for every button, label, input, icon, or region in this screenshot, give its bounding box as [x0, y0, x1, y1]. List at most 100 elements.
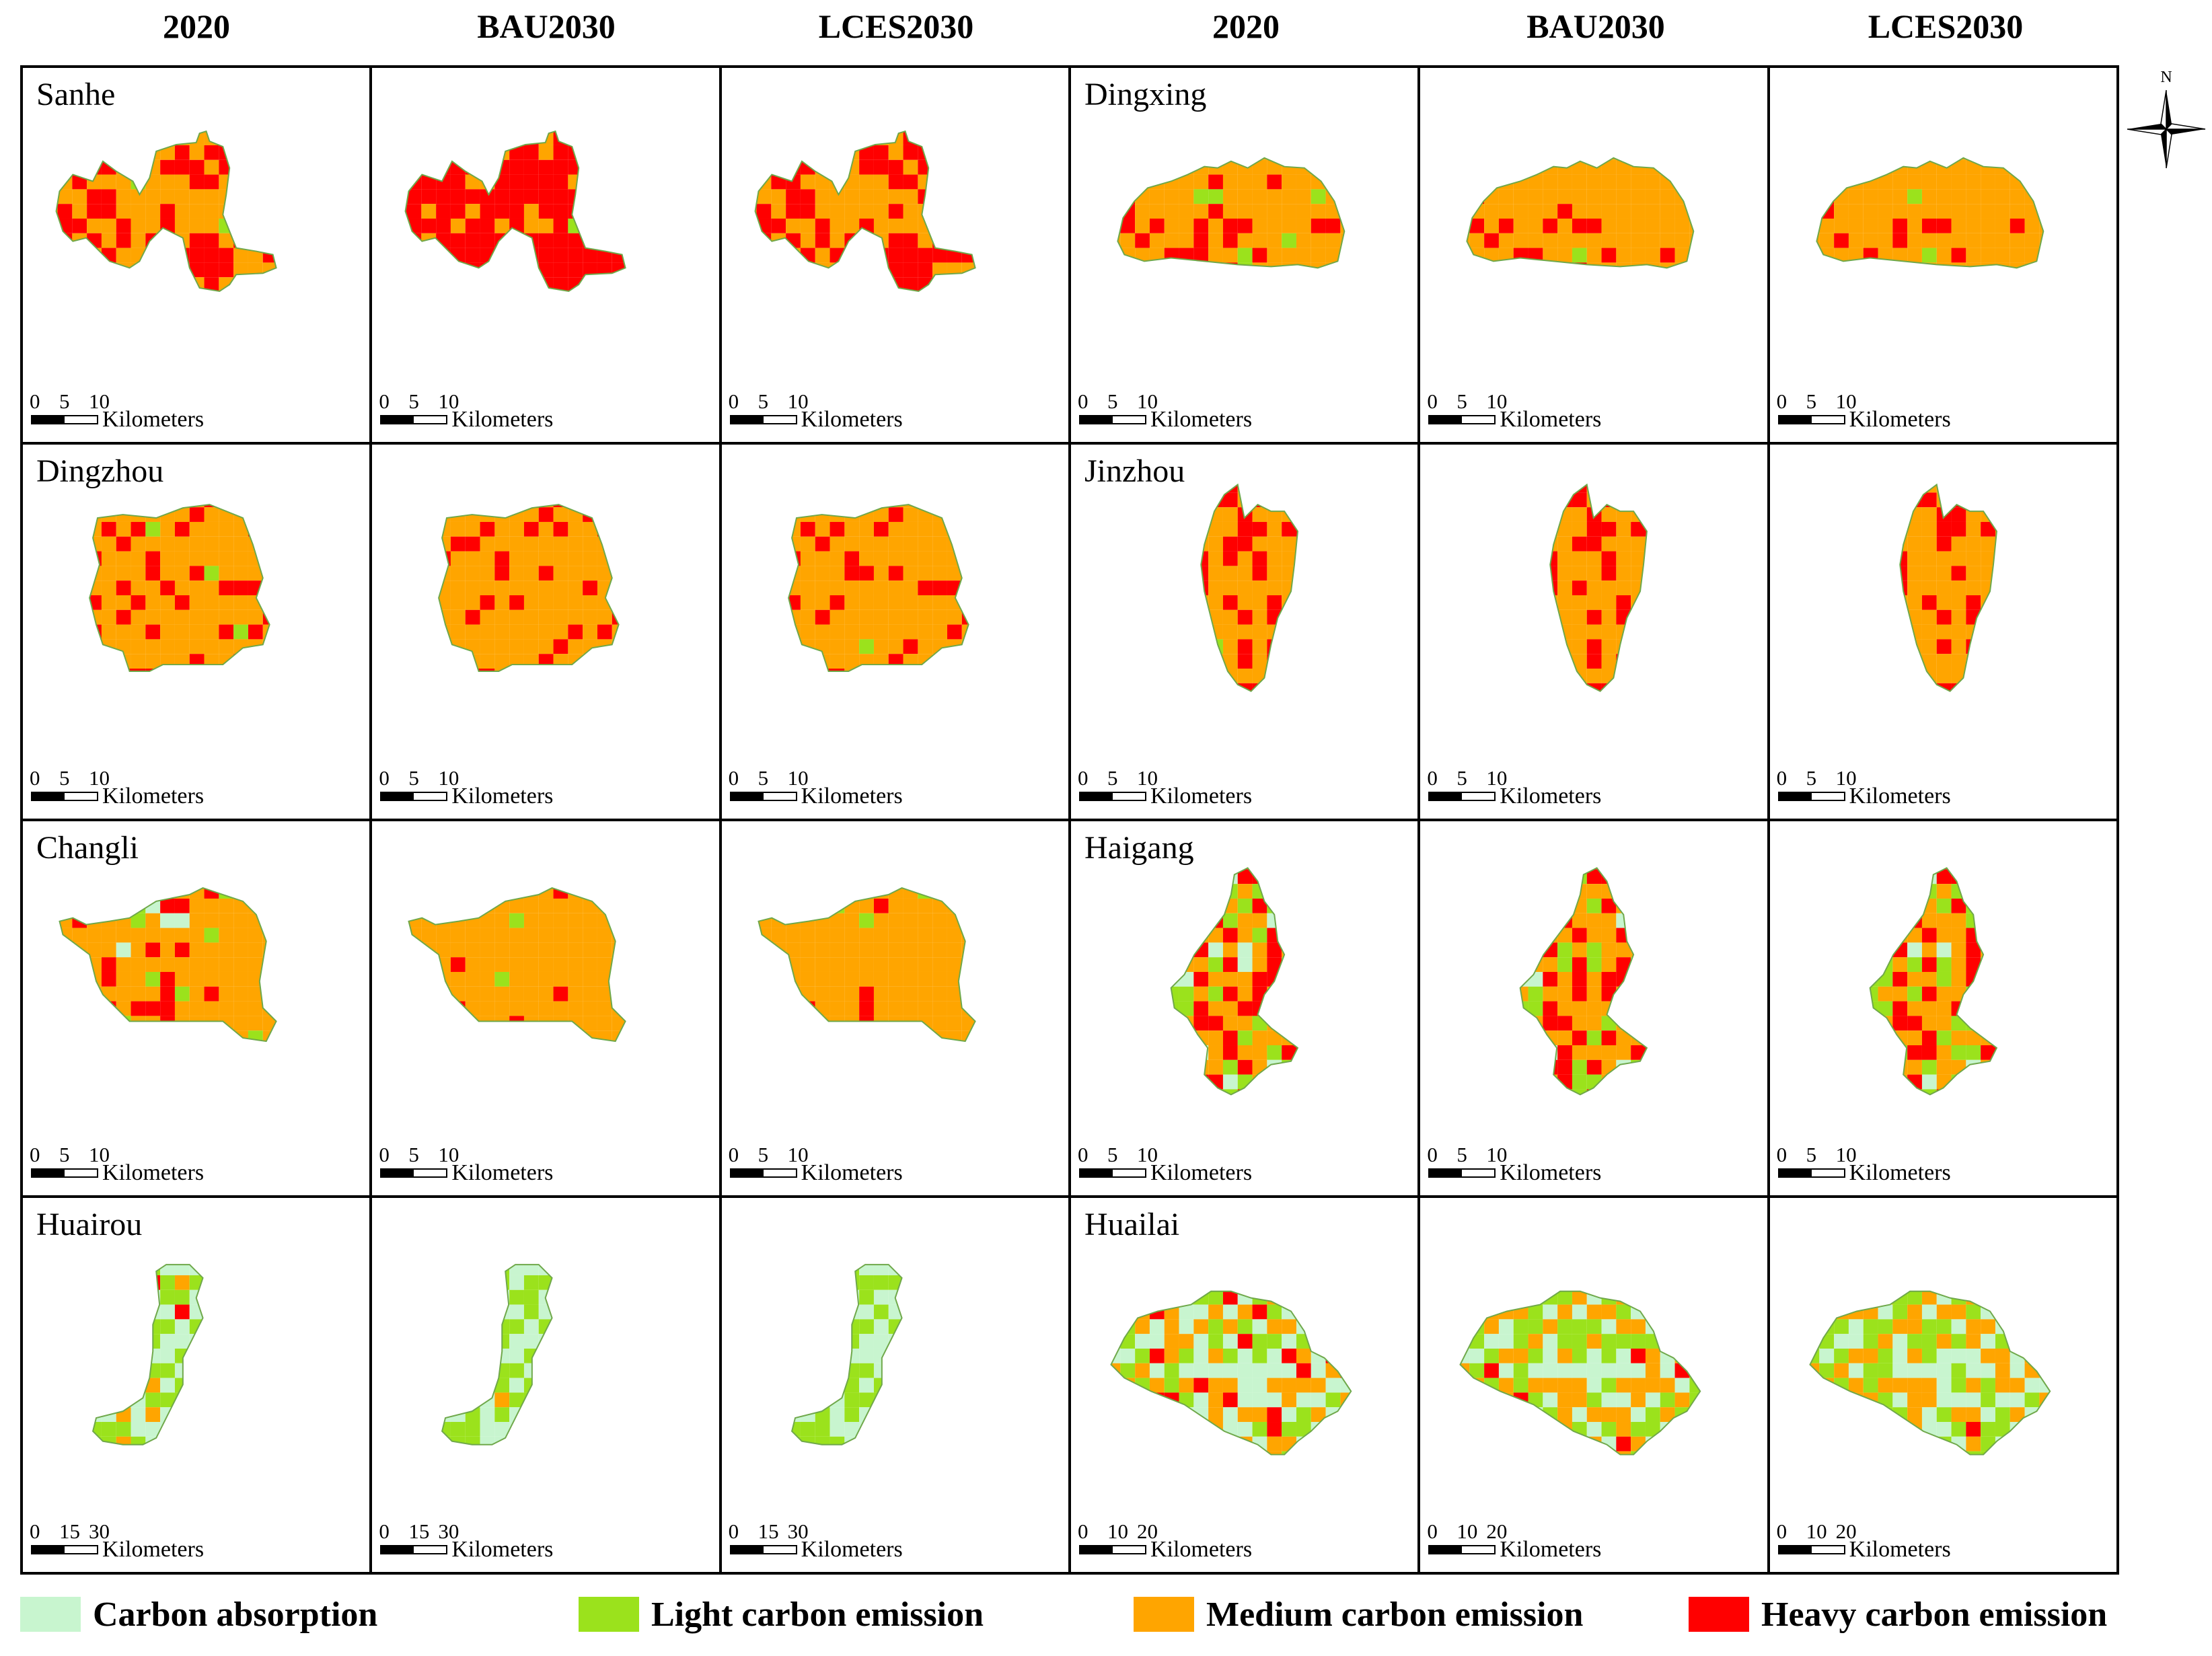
emission-cell: [1282, 669, 1296, 683]
emission-cell: [307, 566, 322, 580]
emission-cell: [466, 521, 480, 537]
emission-cell: [1296, 336, 1311, 350]
emission-cell: [43, 1002, 58, 1016]
emission-cell: [612, 159, 626, 175]
emission-cell: [494, 521, 510, 537]
emission-cell: [1091, 654, 1106, 669]
emission-cell: [116, 928, 131, 943]
emission-cell: [1936, 698, 1951, 713]
emission-cell: [1006, 204, 1021, 219]
emission-cell: [932, 336, 947, 350]
emission-cell: [43, 552, 58, 566]
emission-cell: [509, 159, 525, 175]
emission-cell: [657, 1060, 671, 1075]
emission-cell: [1179, 522, 1194, 537]
emission-cell: [657, 1104, 671, 1119]
emission-cell: [627, 336, 642, 350]
emission-cell: [1282, 698, 1296, 713]
emission-cell: [627, 1075, 642, 1090]
emission-cell: [1705, 712, 1720, 727]
emission-cell: [495, 350, 510, 365]
emission-cell: [830, 639, 845, 654]
emission-cell: [59, 971, 73, 987]
emission-cell: [903, 159, 918, 175]
emission-cell: [494, 580, 510, 595]
emission-cell: [1470, 654, 1485, 669]
emission-cell: [145, 566, 161, 581]
emission-cell: [554, 478, 568, 493]
emission-cell: [205, 1075, 219, 1090]
emission-cell: [1705, 610, 1720, 625]
emission-cell: [1587, 350, 1602, 365]
emission-cell: [466, 1060, 480, 1075]
emission-cell: [1179, 654, 1194, 669]
emission-cell: [554, 307, 568, 322]
emission-cell: [72, 1016, 87, 1031]
emission-cell: [524, 307, 539, 322]
emission-cell: [947, 189, 962, 204]
emission-cell: [87, 174, 102, 190]
emission-cell: [1572, 204, 1588, 219]
scale-tick: 5: [408, 766, 419, 790]
emission-cell: [1616, 507, 1631, 522]
emission-cell: [87, 1089, 102, 1104]
emission-cell: [918, 639, 932, 654]
emission-cell: [466, 336, 480, 350]
emission-cell: [1150, 522, 1165, 537]
emission-cell: [494, 189, 510, 204]
emission-cell: [248, 888, 263, 899]
emission-cell: [756, 174, 771, 190]
emission-cell: [888, 698, 903, 713]
emission-cell: [1222, 189, 1238, 204]
emission-cell: [1557, 292, 1572, 307]
emission-cell: [1557, 551, 1573, 566]
emission-cell: [1804, 492, 1819, 507]
emission-cell: [991, 610, 1006, 625]
emission-cell: [495, 727, 510, 742]
emission-cell: [1834, 492, 1849, 507]
emission-cell: [524, 855, 539, 870]
emission-cell: [1601, 580, 1617, 595]
emission-cell: [1646, 492, 1648, 508]
emission-cell: [262, 218, 276, 233]
emission-cell: [770, 204, 786, 219]
emission-cell: [844, 131, 859, 145]
emission-cell: [407, 683, 422, 698]
emission-cell: [87, 1030, 102, 1042]
emission-cell: [961, 624, 969, 640]
emission-cell: [307, 522, 322, 537]
emission-cell: [1238, 277, 1253, 292]
emission-cell: [568, 942, 583, 958]
emission-cell: [43, 712, 58, 727]
emission-cell: [1165, 698, 1179, 713]
emission-cell: [58, 1104, 73, 1119]
emission-cell: [568, 336, 583, 350]
emission-cell: [1616, 218, 1631, 233]
emission-cell: [1690, 350, 1705, 365]
emission-cell: [1631, 609, 1646, 625]
emission-cell: [1981, 322, 1995, 336]
emission-cell: [539, 898, 554, 913]
emission-cell: [539, 204, 554, 219]
emission-cell: [495, 322, 510, 336]
emission-cell: [102, 1089, 116, 1104]
emission-cell: [2054, 639, 2069, 654]
emission-cell: [1631, 580, 1646, 595]
emission-cell: [1587, 654, 1602, 669]
emission-cell: [1646, 698, 1660, 713]
emission-cell: [1440, 175, 1455, 190]
emission-cell: [1892, 336, 1907, 350]
emission-cell: [466, 174, 480, 190]
emission-cell: [1819, 552, 1834, 566]
emission-cell: [43, 913, 58, 928]
emission-cell: [1690, 116, 1705, 130]
emission-cell: [627, 537, 642, 552]
emission-cell: [145, 928, 161, 943]
emission-cell: [1878, 218, 1893, 233]
emission-cell: [2054, 654, 2069, 669]
emission-cell: [509, 307, 524, 322]
emission-cell: [1355, 552, 1370, 566]
emission-cell: [1819, 595, 1834, 610]
emission-cell: [451, 712, 466, 727]
emission-cell: [858, 262, 874, 278]
